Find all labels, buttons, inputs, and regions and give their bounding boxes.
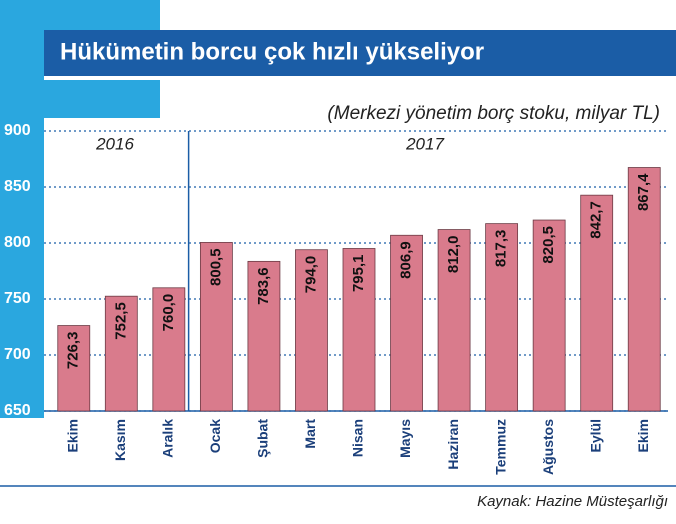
x-tick-label: Ağustos [540,419,556,475]
y-tick-label: 700 [4,346,31,363]
value-label: 842,7 [588,201,605,239]
value-label: 806,9 [398,241,415,279]
bar [437,229,471,412]
bar [532,219,566,412]
year-label: 2016 [95,134,134,153]
bar [57,325,91,412]
x-tick-label: Şubat [255,419,271,458]
value-label: 867,4 [635,173,652,211]
bar [152,287,186,412]
subtitle: (Merkezi yönetim borç stoku, milyar TL) [327,103,660,124]
x-tick-label: Mart [302,419,318,449]
x-tick-label: Haziran [445,419,461,470]
y-tick-label: 850 [4,178,31,195]
value-label: 726,3 [65,332,82,370]
y-tick-label: 800 [4,234,31,251]
bar [627,167,661,412]
value-label: 794,0 [302,256,319,294]
value-label: 783,6 [255,267,272,305]
x-tick-label: Aralık [160,419,176,458]
bar [485,223,519,412]
bar [390,234,423,412]
value-label: 800,5 [207,248,224,286]
bar [580,194,614,412]
bar [199,242,233,412]
x-tick-label: Ocak [207,419,223,453]
frame-left [0,0,44,418]
source: Kaynak: Hazine Müsteşarlığı [477,493,668,510]
year-label: 2017 [405,134,444,153]
y-tick-label: 750 [4,290,31,307]
bar [104,295,138,412]
chart-title: Hükümetin borcu çok hızlı yükseliyor [60,38,484,65]
x-tick-label: Mayıs [397,419,413,458]
x-tick-label: Kasım [112,419,128,461]
x-tick-label: Temmuz [492,419,508,475]
value-label: 820,5 [540,226,557,264]
value-label: 752,5 [112,302,129,340]
bar [295,249,328,412]
title-bar [44,30,676,76]
y-tick-label: 650 [4,402,31,419]
value-label: 760,0 [160,294,177,332]
title-rule [44,76,676,80]
y-tick-label: 900 [4,122,31,139]
value-label: 817,3 [493,230,510,268]
x-tick-label: Ekim [635,419,651,452]
bar [247,260,281,412]
value-label: 812,0 [445,236,462,274]
x-tick-label: Nisan [350,419,366,457]
value-label: 795,1 [350,254,367,292]
x-tick-label: Ekim [64,419,80,452]
x-tick-label: Eylül [587,419,603,452]
bar [342,248,376,412]
